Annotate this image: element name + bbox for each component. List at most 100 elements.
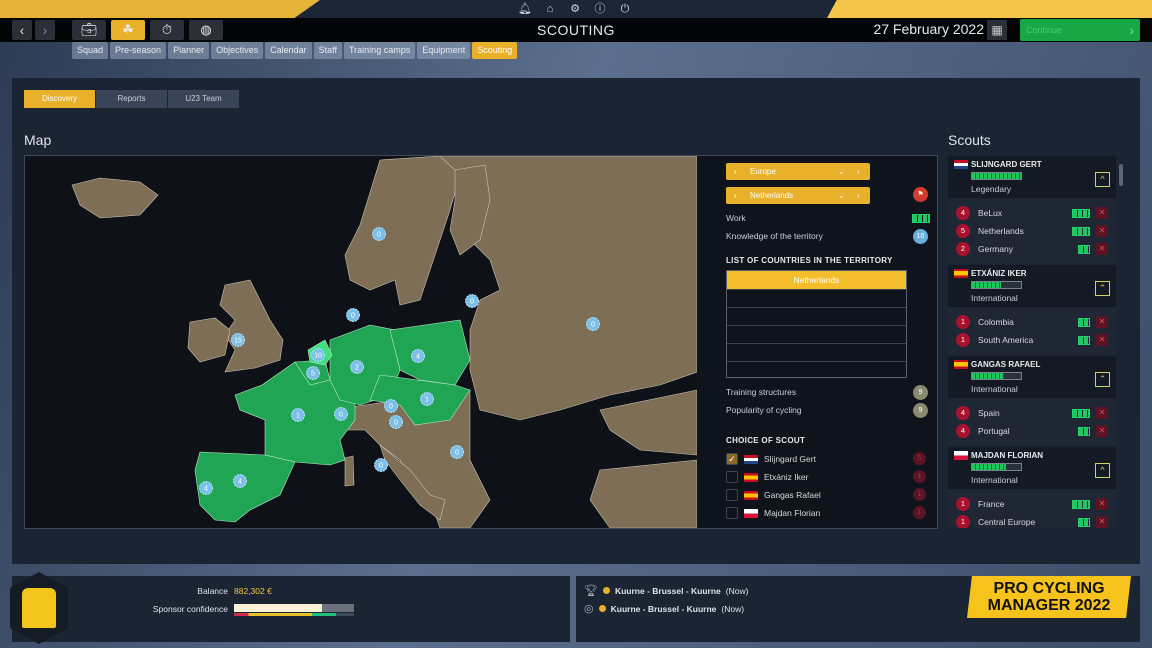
map-marker[interactable]: 4: [233, 474, 247, 488]
top-decoration: [0, 0, 1152, 18]
map-marker[interactable]: 0: [450, 445, 464, 459]
continue-button[interactable]: Continue ›: [1020, 19, 1140, 41]
scout-region[interactable]: 4 BeLux ✕: [948, 204, 1116, 222]
remove-icon[interactable]: ✕: [1096, 207, 1108, 219]
map-marker[interactable]: 0: [586, 317, 600, 331]
choice-title: CHOICE OF SCOUT: [726, 436, 806, 445]
map[interactable]: 0 15 0 0 0 10 5 2 4 1 0 0 1 0 0 0 4 4 ‹ Europe ⌄ › ‹ Netherla…: [24, 155, 938, 529]
scout-checkbox[interactable]: [726, 489, 738, 501]
region-name: France: [978, 499, 1005, 509]
map-marker[interactable]: 4: [199, 481, 213, 495]
scout-choice-name: Slijngard Gert: [764, 454, 816, 464]
scout-choice[interactable]: Majdan Florian 1: [726, 506, 926, 520]
map-marker[interactable]: 10: [311, 348, 325, 362]
briefcase-icon[interactable]: 💼︎: [72, 20, 106, 40]
map-marker[interactable]: 0: [346, 308, 360, 322]
team-icon[interactable]: ☘: [111, 20, 145, 40]
scout-region[interactable]: 1 France ✕: [948, 495, 1116, 513]
trophy-icon: 🏆︎: [584, 585, 598, 597]
subtab-scouting[interactable]: Scouting: [472, 42, 518, 59]
tab-u23-team[interactable]: U23 Team: [168, 90, 240, 108]
race-item[interactable]: ◎ Kuurne - Brussel - Kuurne (Now): [584, 602, 744, 615]
scout-header[interactable]: ETXÁNIZ IKER International ⌃: [948, 265, 1116, 307]
race-item[interactable]: 🏆︎ Kuurne - Brussel - Kuurne (Now): [584, 584, 748, 597]
subtab-squad[interactable]: Squad: [72, 42, 109, 59]
prev-region-icon[interactable]: ‹: [734, 167, 737, 176]
next-country-icon[interactable]: ›: [857, 191, 860, 200]
remove-icon[interactable]: ✕: [1096, 225, 1108, 237]
remove-icon[interactable]: ✕: [1096, 334, 1108, 346]
globe-icon[interactable]: ◍: [189, 20, 223, 40]
scout-region[interactable]: 1 Central Europe ✕: [948, 513, 1116, 528]
map-marker[interactable]: 2: [350, 360, 364, 374]
map-marker-value: 0: [351, 313, 355, 320]
scout-choice[interactable]: ✓ Slijngard Gert 5: [726, 452, 926, 466]
scout-choice[interactable]: Gangas Rafael 1: [726, 488, 926, 502]
tab-reports[interactable]: Reports: [96, 90, 168, 108]
work-bar: [1078, 336, 1090, 345]
scout-header[interactable]: MAJDAN FLORIAN International ^: [948, 447, 1116, 489]
scout-checkbox[interactable]: [726, 507, 738, 519]
remove-icon[interactable]: ✕: [1096, 316, 1108, 328]
back-button[interactable]: ‹: [12, 20, 32, 40]
subtab-pre-season[interactable]: Pre-season: [110, 42, 167, 59]
info-icon[interactable]: ⓘ: [594, 3, 606, 15]
scout-choice[interactable]: Etxániz Iker 1: [726, 470, 926, 484]
subtab-planner[interactable]: Planner: [168, 42, 210, 59]
forward-button[interactable]: ›: [35, 20, 55, 40]
remove-icon[interactable]: ✕: [1096, 425, 1108, 437]
flag-icon: [954, 360, 968, 369]
map-marker[interactable]: 0: [384, 399, 398, 413]
scout-level-bar: [971, 281, 1022, 289]
map-marker[interactable]: 15: [231, 333, 245, 347]
prev-country-icon[interactable]: ‹: [734, 191, 737, 200]
subtab-calendar[interactable]: Calendar: [265, 42, 312, 59]
scout-checkbox[interactable]: [726, 471, 738, 483]
country-dropdown[interactable]: ‹ Netherlands ⌄ ›: [726, 187, 870, 204]
scout-region[interactable]: 1 Colombia ✕: [948, 313, 1116, 331]
flag-icon: [744, 454, 758, 464]
map-marker[interactable]: 0: [389, 415, 403, 429]
map-marker[interactable]: 1: [291, 408, 305, 422]
country-row[interactable]: Netherlands: [727, 271, 906, 289]
scout-region[interactable]: 1 South America ✕: [948, 331, 1116, 349]
scout-region[interactable]: 2 Germany ✕: [948, 240, 1116, 258]
remove-icon[interactable]: ✕: [1096, 498, 1108, 510]
map-marker[interactable]: 0: [374, 458, 388, 472]
home-icon[interactable]: ⌂: [546, 3, 554, 15]
remove-icon[interactable]: ✕: [1096, 243, 1108, 255]
double-chevron-up-icon[interactable]: ⌃: [1095, 281, 1110, 296]
subtab-objectives[interactable]: Objectives: [211, 42, 264, 59]
map-marker[interactable]: 1: [420, 392, 434, 406]
map-marker[interactable]: 5: [306, 366, 320, 380]
scout-header[interactable]: SLIJNGARD GERT Legendary ^: [948, 156, 1116, 198]
stopwatch-icon[interactable]: ⏱︎: [150, 20, 184, 40]
scouts-scrollbar[interactable]: [1118, 156, 1124, 528]
double-chevron-up-icon[interactable]: ⌃: [1095, 372, 1110, 387]
gear-icon[interactable]: ⚙: [570, 3, 580, 15]
bell-icon[interactable]: 🔔︎: [518, 3, 532, 15]
remove-icon[interactable]: ✕: [1096, 407, 1108, 419]
tab-discovery[interactable]: Discovery: [24, 90, 96, 108]
subtab-training-camps[interactable]: Training camps: [344, 42, 416, 59]
scout-region[interactable]: 5 Netherlands ✕: [948, 222, 1116, 240]
scout-checkbox[interactable]: ✓: [726, 453, 738, 465]
chevron-up-icon[interactable]: ^: [1095, 463, 1110, 478]
calendar-icon[interactable]: ▦: [987, 20, 1007, 40]
map-marker[interactable]: 0: [465, 294, 479, 308]
subtab-staff[interactable]: Staff: [313, 42, 343, 59]
map-marker[interactable]: 0: [372, 227, 386, 241]
power-icon[interactable]: ⏻: [620, 3, 630, 15]
region-dropdown[interactable]: ‹ Europe ⌄ ›: [726, 163, 870, 180]
scout-region[interactable]: 4 Spain ✕: [948, 404, 1116, 422]
scout-rank: International: [971, 293, 1018, 303]
scout-region[interactable]: 4 Portugal ✕: [948, 422, 1116, 440]
map-marker[interactable]: 0: [334, 407, 348, 421]
chevron-up-icon[interactable]: ^: [1095, 172, 1110, 187]
scout-header[interactable]: GANGAS RAFAEL International ⌃: [948, 356, 1116, 398]
remove-icon[interactable]: ✕: [1096, 516, 1108, 528]
map-marker[interactable]: 4: [411, 349, 425, 363]
subtab-equipment[interactable]: Equipment: [417, 42, 471, 59]
next-region-icon[interactable]: ›: [857, 167, 860, 176]
